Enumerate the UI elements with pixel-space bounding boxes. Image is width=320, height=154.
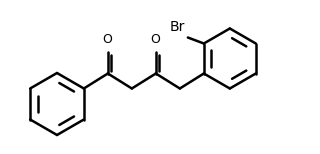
Text: O: O <box>102 32 112 45</box>
Text: O: O <box>150 32 160 45</box>
Text: Br: Br <box>170 20 185 34</box>
